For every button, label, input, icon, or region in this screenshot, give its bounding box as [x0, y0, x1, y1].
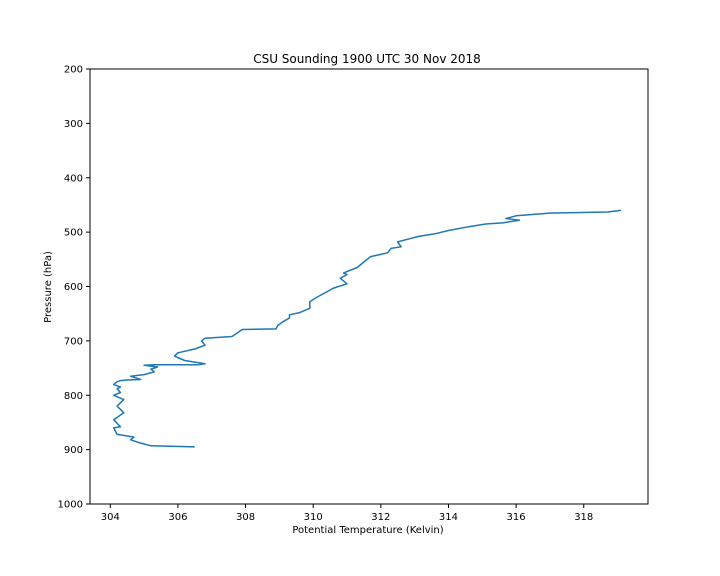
- sounding-line-0: [112, 209, 621, 448]
- y-tick-label: 700: [64, 336, 83, 347]
- y-tick-label: 400: [64, 173, 83, 184]
- chart-title: CSU Sounding 1900 UTC 30 Nov 2018: [253, 52, 481, 66]
- y-tick-label: 600: [64, 282, 83, 293]
- y-tick-label: 900: [64, 445, 83, 456]
- y-tick-label: 300: [64, 119, 83, 130]
- y-axis-label: Pressure (hPa): [43, 251, 54, 323]
- x-tick-label: 312: [371, 512, 390, 523]
- y-tick-label: 500: [64, 228, 83, 239]
- y-axis-ticks: 200 300 400 500 600 700 800 900 1000: [58, 65, 90, 511]
- x-tick-label: 318: [574, 512, 593, 523]
- x-tick-label: 304: [101, 512, 120, 523]
- x-axis-ticks: 304 306 308 310 312 314 316 318: [101, 504, 593, 523]
- x-tick-label: 314: [439, 512, 458, 523]
- plot-frame: [89, 68, 649, 505]
- x-tick-label: 308: [236, 512, 255, 523]
- x-tick-label: 310: [304, 512, 323, 523]
- x-tick-label: 306: [168, 512, 187, 523]
- y-tick-label: 1000: [58, 500, 83, 511]
- y-tick-label: 200: [64, 65, 83, 76]
- plot-area: [89, 68, 649, 505]
- x-axis-label: Potential Temperature (Kelvin): [292, 525, 443, 536]
- x-tick-label: 316: [507, 512, 526, 523]
- y-tick-label: 800: [64, 391, 83, 402]
